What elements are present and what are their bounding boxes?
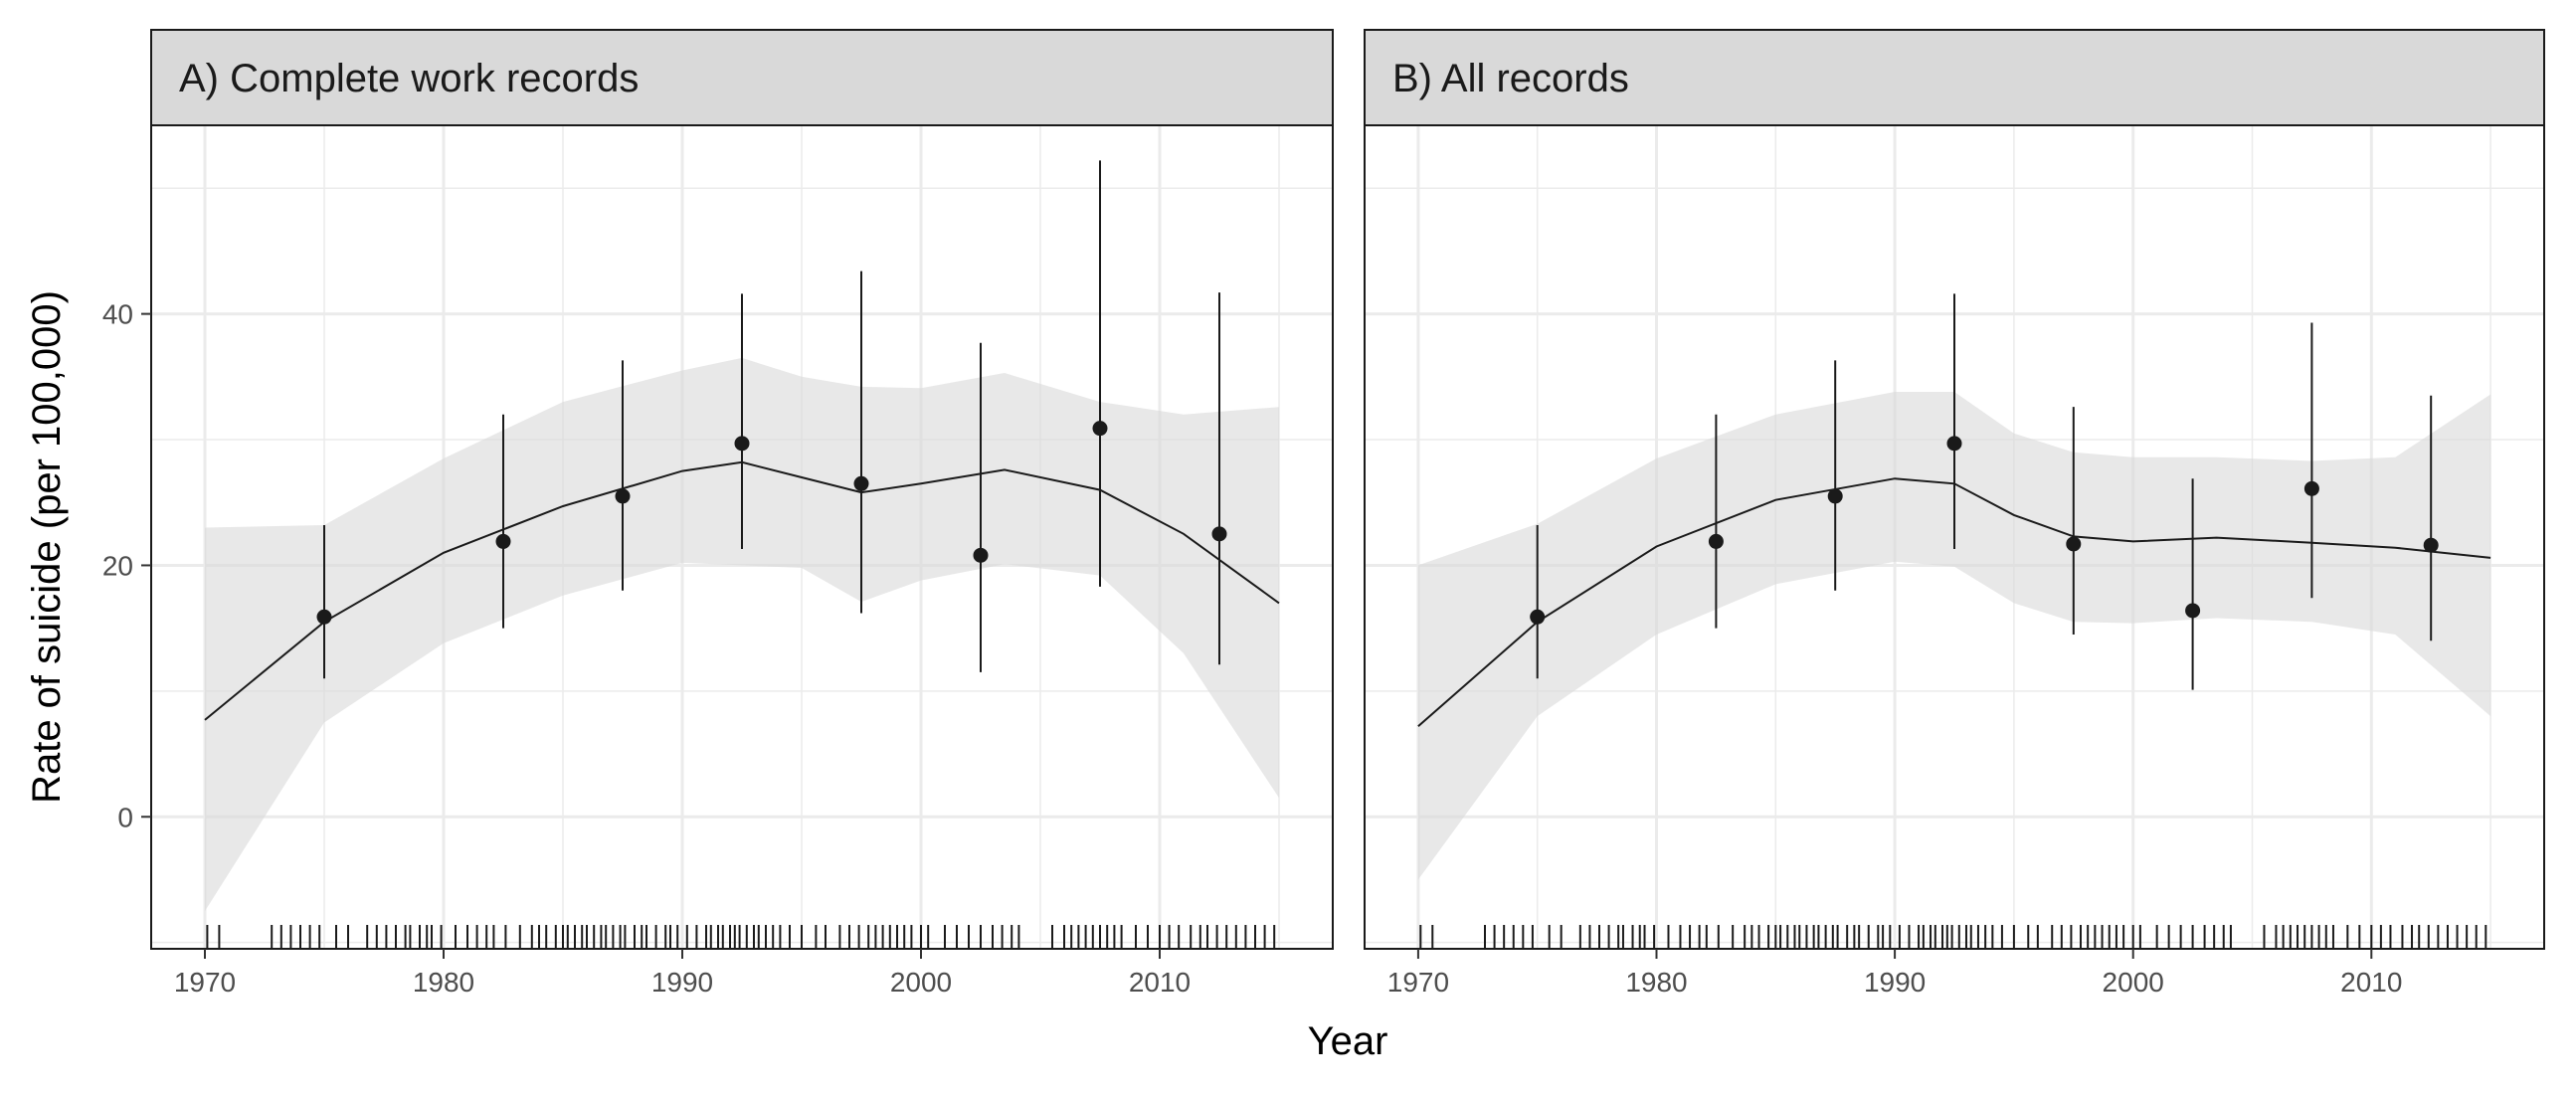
- x-axis-title: Year: [1308, 1019, 1388, 1063]
- panel-border: [1364, 124, 2545, 950]
- x-tick-label: 2000: [2103, 967, 2164, 998]
- data-point: [734, 436, 750, 452]
- x-tick-label: 1970: [1387, 967, 1449, 998]
- data-point: [316, 609, 332, 625]
- rug: [1419, 925, 2487, 949]
- data-point: [1211, 526, 1227, 542]
- x-tick-label: 2000: [890, 967, 952, 998]
- panel-strip: [150, 29, 1334, 126]
- panel-a: A) Complete work records 1970 1980 1990 2000…: [102, 29, 1334, 998]
- data-point: [495, 533, 511, 549]
- x-tick-label: 2010: [1129, 967, 1191, 998]
- rug: [206, 925, 1276, 949]
- data-point: [2303, 480, 2319, 496]
- data-point: [2185, 603, 2201, 619]
- x-tick-label: 1980: [1625, 967, 1687, 998]
- data-point: [2423, 537, 2439, 553]
- data-point: [1708, 533, 1724, 549]
- data-point: [973, 547, 989, 563]
- panel-border: [150, 124, 1334, 950]
- panels: A) Complete work records 1970 1980 1990 2000…: [102, 29, 2545, 998]
- confidence-band: [205, 357, 1279, 912]
- y-tick-label: 20: [102, 550, 133, 581]
- panel-b: B) All records 1970 1980 1990 2000 2010: [1364, 29, 2545, 998]
- data-point: [2066, 536, 2082, 552]
- data-point: [1827, 488, 1843, 504]
- data-point: [1530, 609, 1546, 625]
- x-tick-label: 1990: [1864, 967, 1926, 998]
- x-tick-label: 1990: [651, 967, 713, 998]
- confidence-band: [1417, 392, 2491, 880]
- y-axis-title: Rate of suicide (per 100,000): [25, 290, 69, 804]
- x-tick-label: 1970: [174, 967, 236, 998]
- panel-title: A) Complete work records: [179, 57, 639, 100]
- data-point: [1946, 436, 1962, 452]
- x-tick-label: 2010: [2340, 967, 2402, 998]
- data-point: [1092, 421, 1108, 437]
- y-tick-label: 40: [102, 299, 133, 330]
- x-tick-label: 1980: [413, 967, 474, 998]
- y-tick-label: 0: [117, 802, 133, 832]
- data-point: [853, 475, 869, 491]
- panel-title: B) All records: [1392, 57, 1629, 100]
- panel-strip: [1364, 29, 2545, 126]
- data-point: [615, 488, 631, 504]
